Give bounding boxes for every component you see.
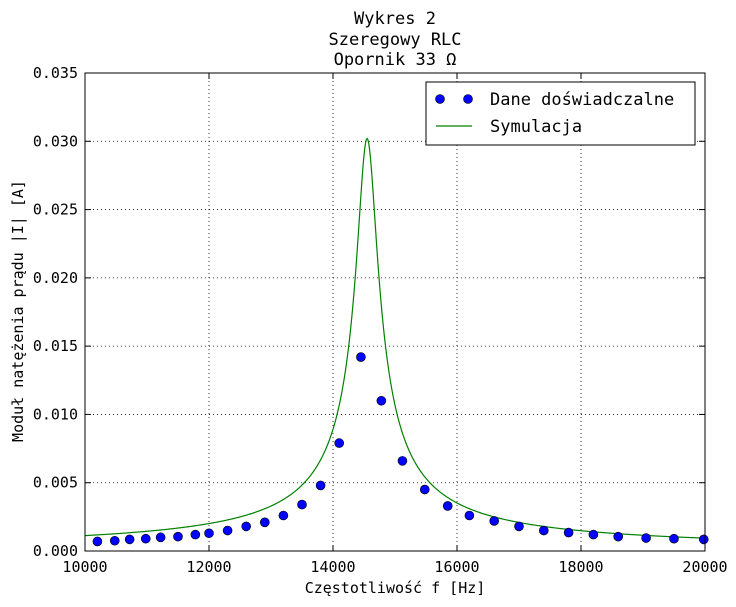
y-tick-label: 0.025 — [33, 201, 78, 219]
y-tick-labels: 0.000 0.005 0.010 0.015 0.020 0.025 0.030 0.035 — [33, 64, 78, 560]
y-tick-label: 0.035 — [33, 64, 78, 82]
data-point — [356, 352, 366, 362]
data-point — [124, 534, 135, 545]
data-point — [563, 527, 574, 538]
y-tick-label: 0.005 — [33, 474, 78, 492]
chart-title-line-3: Opornik 33 Ω — [334, 50, 457, 70]
data-point — [222, 525, 233, 536]
data-point — [204, 528, 214, 539]
data-point — [259, 517, 270, 528]
data-point — [442, 501, 453, 511]
simulation-line — [84, 137, 706, 539]
data-point — [419, 484, 430, 495]
legend-label-simulation: Symulacja — [490, 117, 582, 137]
simulation-series — [84, 137, 706, 539]
legend: Dane doświadczalne Symulacja — [425, 81, 696, 146]
data-point — [538, 525, 549, 536]
data-point — [514, 521, 524, 532]
data-point — [397, 456, 408, 466]
data-point — [669, 533, 679, 544]
data-point — [641, 533, 651, 543]
plot-frame — [84, 72, 706, 552]
plot-area — [85, 73, 705, 551]
data-point — [297, 499, 307, 510]
x-tick-labels: 10000 12000 14000 16000 18000 20000 — [62, 558, 727, 576]
y-tick-label: 0.000 — [33, 542, 78, 560]
chart-title-line-1: Wykres 2 — [354, 9, 436, 29]
chart-title: Wykres 2 Szeregowy RLC Opornik 33 Ω — [328, 9, 461, 70]
data-point — [489, 516, 500, 526]
y-axis-label: Moduł natężenia prądu |I| [A] — [9, 180, 27, 442]
data-point — [155, 532, 166, 543]
data-point — [92, 536, 103, 547]
x-tick-label: 16000 — [434, 558, 479, 576]
data-point — [334, 438, 345, 448]
y-tick-label: 0.015 — [33, 337, 78, 355]
data-point — [613, 531, 624, 542]
legend-marker-icon — [435, 94, 445, 104]
x-tick-label: 20000 — [682, 558, 727, 576]
axis-ticks — [84, 72, 706, 552]
y-tick-label: 0.010 — [33, 405, 78, 423]
data-point — [588, 529, 599, 540]
data-point — [698, 534, 709, 545]
x-axis-label: Częstotliwość f [Hz] — [305, 579, 486, 597]
chart-title-line-2: Szeregowy RLC — [328, 30, 461, 50]
data-point — [315, 480, 326, 491]
x-tick-label: 12000 — [186, 558, 231, 576]
x-tick-label: 10000 — [62, 558, 107, 576]
data-point — [190, 529, 201, 540]
data-point — [241, 521, 251, 532]
data-point — [140, 533, 151, 544]
y-tick-label: 0.020 — [33, 269, 78, 287]
x-tick-label: 18000 — [558, 558, 603, 576]
data-point — [173, 531, 183, 542]
legend-marker-icon — [463, 94, 473, 104]
data-point — [278, 510, 289, 521]
data-point — [376, 395, 387, 406]
legend-label-experimental: Dane doświadczalne — [490, 90, 674, 110]
x-tick-label: 14000 — [310, 558, 355, 576]
data-point — [464, 510, 475, 521]
y-tick-label: 0.030 — [33, 132, 78, 150]
experimental-series — [92, 352, 709, 547]
legend-box — [425, 81, 696, 146]
data-point — [109, 535, 120, 546]
